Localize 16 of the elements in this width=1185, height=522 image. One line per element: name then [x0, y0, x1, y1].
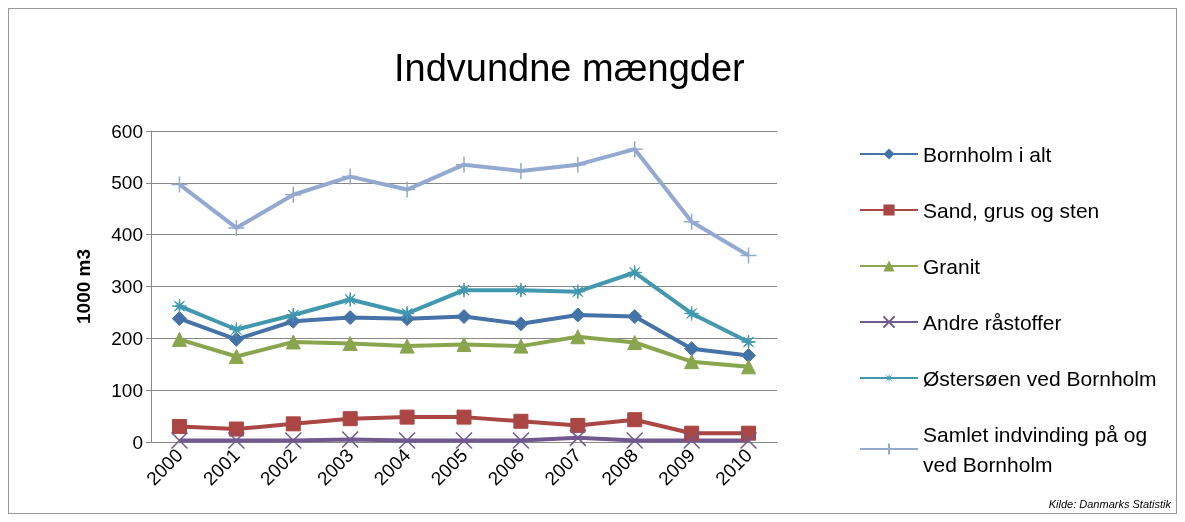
y-tick-label: 100 — [111, 379, 143, 401]
legend-label: Samlet indvinding på og ved Bornholm — [923, 422, 1153, 476]
y-tick-label: 0 — [132, 431, 143, 453]
legend-label: Sand, grus og sten — [923, 198, 1100, 222]
y-tick-label: 400 — [111, 224, 143, 246]
y-axis-title: 1000 m3 — [73, 248, 94, 325]
y-tick-label: 300 — [111, 276, 143, 297]
legend-label: Bornholm i alt — [923, 142, 1052, 166]
y-tick-label: 600 — [111, 120, 143, 142]
chart-title: Indvundne mængder — [394, 47, 746, 89]
y-tick-label: 200 — [111, 327, 143, 349]
legend-label: Andre råstoffer — [923, 310, 1062, 334]
y-tick-label: 500 — [111, 172, 143, 194]
text: Kilde: Danmarks Statistik — [1048, 497, 1172, 510]
legend-label: Østersøen ved Bornholm — [923, 366, 1157, 390]
legend-label: Granit — [923, 254, 981, 278]
